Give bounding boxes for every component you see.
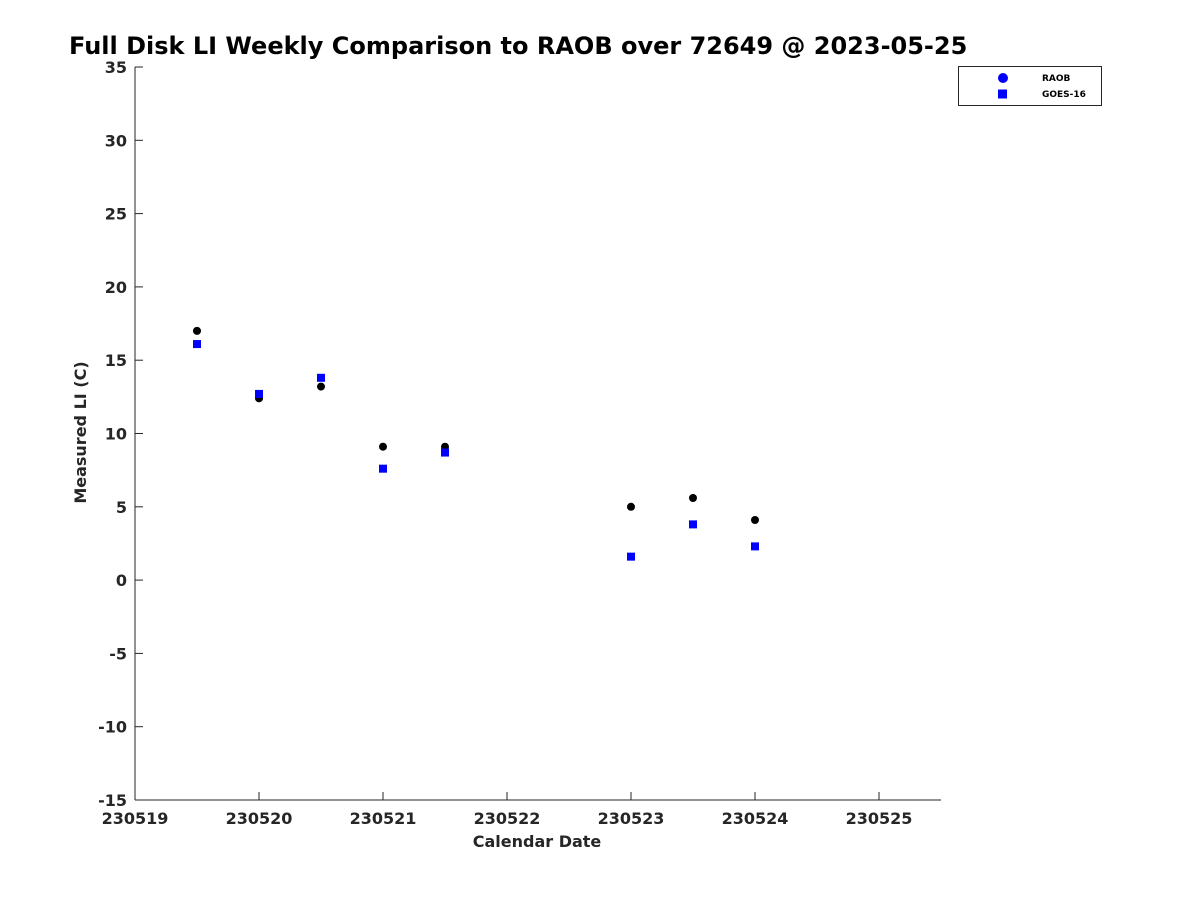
raob-point bbox=[689, 494, 697, 503]
legend-box bbox=[958, 66, 1102, 106]
y-tick-label: 15 bbox=[105, 351, 127, 370]
goes16-point bbox=[751, 542, 759, 551]
goes16-point bbox=[193, 340, 201, 349]
chart-title: Full Disk LI Weekly Comparison to RAOB o… bbox=[69, 32, 967, 60]
goes16-point bbox=[627, 552, 635, 561]
x-tick-label: 230523 bbox=[598, 809, 665, 828]
x-tick-label: 230525 bbox=[846, 809, 913, 828]
raob-point bbox=[751, 515, 759, 524]
x-tick-label: 230522 bbox=[474, 809, 541, 828]
raob-point bbox=[193, 326, 201, 335]
goes16-point bbox=[317, 373, 325, 382]
legend-marker-raob bbox=[998, 73, 1008, 83]
goes16-point bbox=[379, 464, 387, 473]
legend-label-raob: RAOB bbox=[1042, 74, 1071, 84]
y-tick-label: 25 bbox=[105, 205, 127, 224]
x-tick-label: 230520 bbox=[226, 809, 293, 828]
y-axis-label: Measured LI (C) bbox=[71, 361, 90, 503]
y-tick-label: 10 bbox=[105, 425, 127, 444]
x-ticks: 230519 230520 230521 230522 230523 230524 2305… bbox=[102, 792, 913, 828]
x-axis-label: Calendar Date bbox=[473, 832, 602, 851]
y-tick-label: 30 bbox=[105, 131, 127, 150]
y-tick-label: 35 bbox=[105, 58, 127, 77]
goes16-point bbox=[255, 389, 263, 398]
chart-axes bbox=[134, 67, 941, 801]
y-tick-label: -15 bbox=[98, 791, 127, 810]
x-tick-label: 230521 bbox=[350, 809, 417, 828]
legend-marker-goes16 bbox=[998, 89, 1007, 99]
y-tick-label: -5 bbox=[109, 644, 127, 663]
goes16-point bbox=[689, 520, 697, 529]
x-tick-label: 230519 bbox=[102, 809, 169, 828]
y-tick-label: 5 bbox=[116, 498, 127, 517]
data-points bbox=[193, 326, 759, 561]
y-ticks: -15 -10 -5 0 5 10 15 20 25 30 35 bbox=[98, 58, 143, 810]
legend: RAOB GOES-16 bbox=[958, 66, 1102, 106]
legend-label-goes16: GOES-16 bbox=[1042, 90, 1086, 100]
y-tick-label: 20 bbox=[105, 278, 127, 297]
goes16-point bbox=[441, 448, 449, 457]
y-tick-label: 0 bbox=[116, 571, 127, 590]
raob-point bbox=[379, 442, 387, 451]
raob-point bbox=[627, 502, 635, 511]
x-tick-label: 230524 bbox=[722, 809, 789, 828]
y-tick-label: -10 bbox=[98, 718, 127, 737]
raob-point bbox=[317, 382, 325, 391]
